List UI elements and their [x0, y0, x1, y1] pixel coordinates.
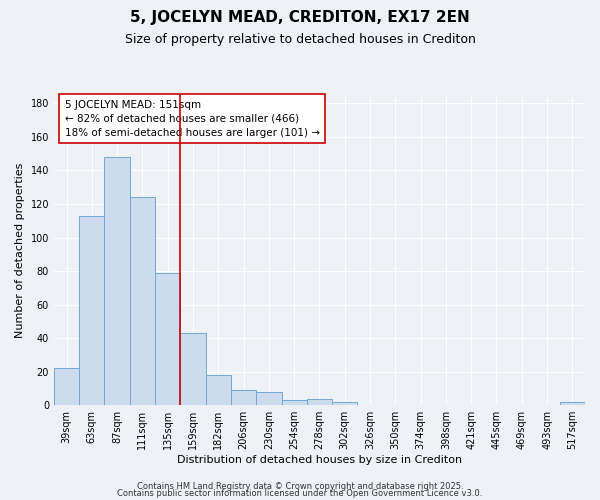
Bar	[79, 216, 104, 405]
Bar	[54, 368, 79, 405]
Bar	[307, 398, 332, 405]
Bar	[332, 402, 358, 405]
Text: Contains HM Land Registry data © Crown copyright and database right 2025.: Contains HM Land Registry data © Crown c…	[137, 482, 463, 491]
Bar	[256, 392, 281, 405]
Bar	[155, 272, 181, 405]
Text: 5 JOCELYN MEAD: 151sqm
← 82% of detached houses are smaller (466)
18% of semi-de: 5 JOCELYN MEAD: 151sqm ← 82% of detached…	[65, 100, 320, 138]
Text: 5, JOCELYN MEAD, CREDITON, EX17 2EN: 5, JOCELYN MEAD, CREDITON, EX17 2EN	[130, 10, 470, 25]
X-axis label: Distribution of detached houses by size in Crediton: Distribution of detached houses by size …	[177, 455, 462, 465]
Text: Contains public sector information licensed under the Open Government Licence v3: Contains public sector information licen…	[118, 489, 482, 498]
Bar	[181, 333, 206, 405]
Bar	[231, 390, 256, 405]
Y-axis label: Number of detached properties: Number of detached properties	[15, 162, 25, 338]
Text: Size of property relative to detached houses in Crediton: Size of property relative to detached ho…	[125, 32, 475, 46]
Bar	[130, 198, 155, 405]
Bar	[206, 375, 231, 405]
Bar	[560, 402, 585, 405]
Bar	[104, 157, 130, 405]
Bar	[281, 400, 307, 405]
